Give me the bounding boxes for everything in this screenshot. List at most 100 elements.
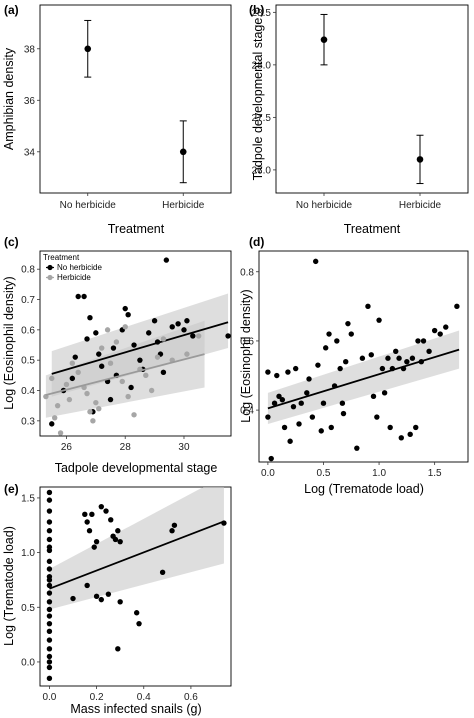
confidence-band [49, 487, 224, 610]
data-point [345, 320, 351, 327]
data-point [404, 358, 410, 365]
y-tick-label: 0.3 [21, 416, 35, 427]
data-point [84, 582, 90, 589]
data-point [46, 628, 53, 635]
data-point [93, 593, 100, 600]
data-point [326, 331, 332, 337]
y-tick-label: 0.5 [21, 603, 35, 614]
y-tick-label: 0.4 [21, 386, 35, 397]
y-tick-label: 27.5 [252, 113, 272, 124]
data-point [415, 338, 421, 344]
data-point [84, 519, 90, 525]
data-point [75, 293, 81, 300]
data-point [86, 528, 93, 534]
data-point [334, 338, 340, 344]
regression-line [267, 348, 460, 410]
data-point [437, 331, 443, 337]
data-point [46, 664, 53, 671]
data-point [69, 360, 76, 366]
data-point [315, 362, 321, 368]
data-point [285, 369, 291, 375]
data-point [128, 384, 134, 391]
data-point [184, 318, 190, 324]
data-point [407, 431, 413, 438]
x-tick-label: 28 [120, 442, 132, 453]
data-point [46, 489, 53, 496]
data-point [93, 538, 100, 545]
x-tick-label: Herbicide [399, 200, 442, 211]
data-point [46, 646, 53, 652]
data-point [87, 409, 93, 415]
mean-point [416, 156, 424, 163]
data-point [69, 375, 76, 382]
data-point [265, 369, 271, 375]
regression-line [51, 321, 229, 375]
data-point [396, 355, 402, 361]
data-point [84, 390, 90, 397]
data-point [387, 424, 393, 431]
data-point [420, 338, 427, 344]
data-point [46, 653, 53, 660]
data-point [337, 365, 343, 372]
data-point [304, 390, 310, 396]
data-point [75, 369, 81, 376]
y-tick-label: 0.8 [240, 267, 254, 278]
data-point [143, 372, 149, 379]
data-point [98, 503, 105, 510]
data-point [46, 582, 53, 589]
y-tick-label: 0.7 [21, 295, 35, 306]
data-point [91, 544, 97, 550]
y-axis-label: Amphibian density [2, 47, 16, 150]
data-point [343, 358, 349, 365]
data-point [119, 378, 125, 385]
data-point [354, 445, 360, 451]
mean-point [179, 148, 187, 156]
data-point [115, 646, 121, 652]
y-tick-label: 1.5 [21, 493, 35, 504]
data-point [265, 414, 271, 420]
data-point [279, 397, 286, 403]
data-point [359, 355, 366, 361]
data-point [148, 387, 155, 394]
plot-area [265, 258, 460, 462]
y-tick-label: 38 [24, 44, 36, 55]
data-point [154, 354, 161, 360]
y-axis-label: Log (Eosinophil density) [239, 289, 253, 422]
data-point [125, 311, 131, 318]
x-tick-label: No herbicide [60, 200, 117, 211]
data-point [274, 372, 280, 379]
data-point [46, 637, 53, 643]
data-point [292, 365, 299, 372]
data-point [398, 435, 404, 441]
data-point [46, 590, 53, 596]
data-point [110, 345, 117, 351]
data-point [49, 421, 55, 427]
legend-label: Herbicide [57, 273, 91, 282]
data-point [46, 558, 53, 565]
x-tick-label: 0.0 [261, 468, 275, 479]
data-point [46, 497, 53, 503]
data-point [81, 293, 87, 300]
data-point [131, 342, 137, 348]
data-point [107, 360, 114, 366]
data-point [96, 406, 102, 412]
data-point [46, 613, 53, 619]
data-point [46, 566, 53, 572]
data-point [117, 538, 123, 545]
panel-label: (d) [249, 235, 264, 249]
data-point [413, 424, 419, 431]
data-point [320, 400, 327, 406]
data-point [163, 257, 170, 263]
data-point [72, 354, 78, 360]
y-axis-label: Log (Eosinophil density) [2, 276, 16, 409]
data-point [190, 333, 196, 339]
legend-key-point [47, 274, 53, 281]
data-point [312, 258, 319, 265]
y-tick-label: 28.5 [252, 8, 272, 19]
data-point [340, 410, 347, 417]
data-point [339, 400, 346, 406]
x-tick-label: 0.0 [42, 692, 56, 703]
data-point [290, 403, 297, 410]
